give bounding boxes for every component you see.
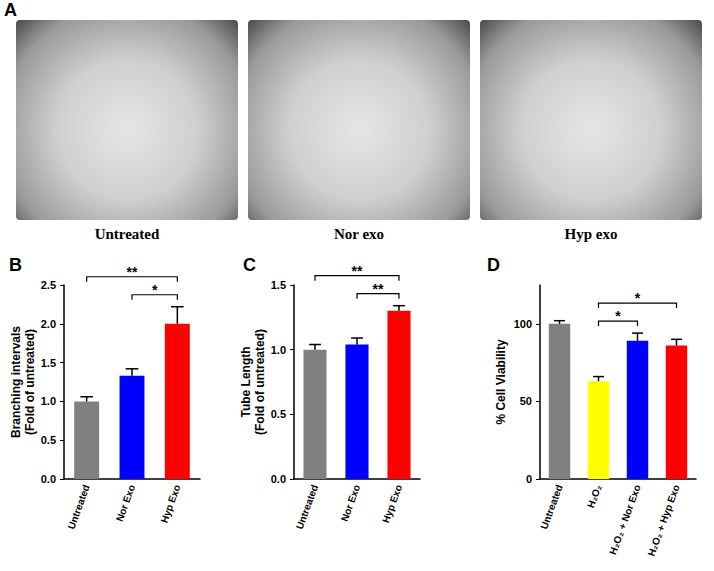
svg-text:2.5: 2.5	[41, 279, 56, 291]
svg-text:**: **	[127, 264, 138, 280]
svg-text:D: D	[487, 255, 500, 275]
svg-text:Nor Exo: Nor Exo	[339, 483, 362, 523]
svg-text:H₂O₂ + Hyp Exo: H₂O₂ + Hyp Exo	[646, 483, 682, 558]
svg-text:0.0: 0.0	[41, 473, 56, 485]
svg-text:0.5: 0.5	[271, 408, 286, 420]
svg-text:(Fold of untreated): (Fold of untreated)	[253, 329, 267, 435]
svg-text:**: **	[352, 263, 363, 279]
svg-text:1.5: 1.5	[41, 357, 56, 369]
svg-text:Untreated: Untreated	[66, 483, 92, 531]
svg-text:*: *	[635, 290, 641, 306]
svg-text:**: **	[373, 281, 384, 297]
svg-text:Hyp Exo: Hyp Exo	[158, 483, 182, 524]
svg-text:1.0: 1.0	[41, 395, 56, 407]
svg-text:*: *	[615, 308, 621, 324]
svg-text:Nor Exo: Nor Exo	[114, 483, 137, 523]
svg-text:100: 100	[514, 318, 532, 330]
svg-text:Untreated: Untreated	[294, 483, 320, 531]
svg-text:1.0: 1.0	[271, 344, 286, 356]
svg-text:B: B	[9, 255, 22, 275]
svg-text:1.5: 1.5	[271, 279, 286, 291]
svg-text:Tube Length: Tube Length	[239, 346, 253, 417]
svg-text:0.5: 0.5	[41, 434, 56, 446]
svg-text:% Cell Viability: % Cell Viability	[494, 339, 508, 424]
svg-text:0: 0	[526, 473, 532, 485]
svg-text:C: C	[243, 255, 256, 275]
svg-text:Untreated: Untreated	[538, 483, 564, 531]
svg-text:H₂O₂ + Nor Exo: H₂O₂ + Nor Exo	[607, 483, 643, 556]
html-text:Hyp exo: Hyp exo	[564, 226, 618, 242]
svg-text:2.0: 2.0	[41, 318, 56, 330]
svg-text:H₂O₂: H₂O₂	[585, 483, 604, 509]
html-text:A: A	[4, 0, 17, 20]
svg-text:(Fold of untreated): (Fold of untreated)	[23, 329, 37, 435]
svg-text:Hyp Exo: Hyp Exo	[380, 483, 404, 524]
svg-text:0.0: 0.0	[271, 473, 286, 485]
svg-text:Branching intervals: Branching intervals	[9, 326, 23, 438]
svg-text:*: *	[152, 282, 158, 298]
html-text:Nor exo: Nor exo	[333, 226, 385, 242]
html-text:Untreated: Untreated	[94, 226, 160, 242]
svg-text:50: 50	[520, 395, 532, 407]
